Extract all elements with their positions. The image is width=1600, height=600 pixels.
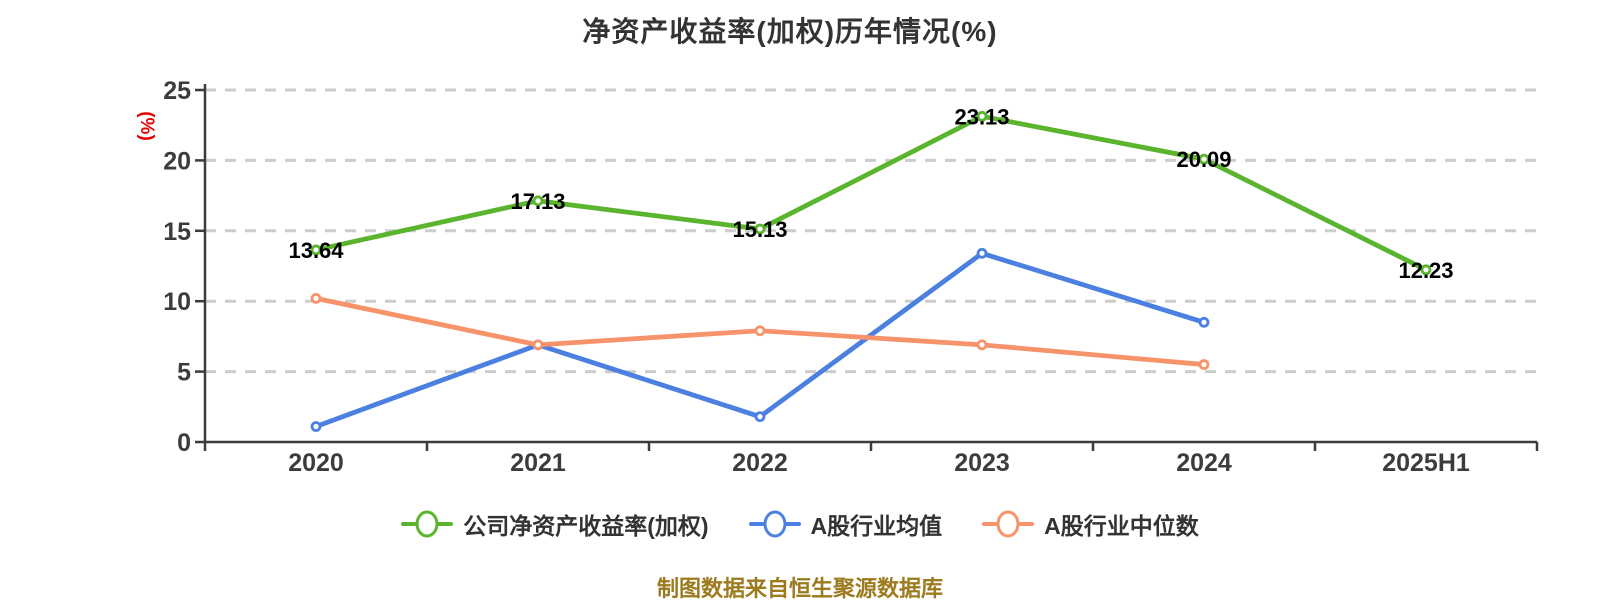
y-tick-label: 20 xyxy=(163,147,191,175)
data-point-a-share-industry-median[interactable] xyxy=(1198,359,1210,370)
legend-circle-icon xyxy=(415,510,439,538)
data-point-a-share-industry-median[interactable] xyxy=(976,339,988,351)
x-tick-label: 2024 xyxy=(1176,449,1232,477)
data-point-label-company-roe-weighted: 17.13 xyxy=(510,189,565,214)
data-point-company-roe-weighted[interactable] xyxy=(1420,264,1432,276)
y-tick-label: 25 xyxy=(163,77,191,105)
x-tick-label: 2021 xyxy=(510,449,566,477)
data-point-company-roe-weighted[interactable] xyxy=(310,244,322,256)
data-point-company-roe-weighted[interactable] xyxy=(976,110,988,122)
legend-item-company-roe-weighted[interactable]: 公司净资产收益率(加权) xyxy=(401,507,709,541)
data-point-a-share-industry-mean[interactable] xyxy=(1198,316,1210,328)
legend-circle-icon xyxy=(996,510,1020,538)
data-point-a-share-industry-median[interactable] xyxy=(532,339,544,351)
data-point-a-share-industry-mean[interactable] xyxy=(754,411,766,423)
series-line-a-share-industry-mean xyxy=(313,250,1207,429)
legend-label: 公司净资产收益率(加权) xyxy=(463,513,709,539)
data-point-company-roe-weighted[interactable] xyxy=(1198,153,1210,165)
x-tick-label: 2025H1 xyxy=(1382,449,1470,477)
chart-title: 净资产收益率(加权)历年情况(%) xyxy=(582,16,998,47)
data-point-a-share-industry-median[interactable] xyxy=(310,292,322,304)
data-point-company-roe-weighted[interactable] xyxy=(754,223,766,235)
x-tick-label: 2023 xyxy=(954,449,1010,477)
data-point-label-company-roe-weighted: 23.13 xyxy=(954,104,1009,129)
legend: 公司净资产收益率(加权) A股行业均值 A股行业中位数 xyxy=(0,505,1600,543)
data-point-label-company-roe-weighted: 12.23 xyxy=(1398,258,1453,283)
legend-label: A股行业中位数 xyxy=(1044,513,1199,539)
y-tick-label: 0 xyxy=(177,429,191,457)
data-point-company-roe-weighted[interactable] xyxy=(532,195,544,207)
legend-line-dot-icon xyxy=(748,510,801,538)
data-point-label-company-roe-weighted: 15.13 xyxy=(732,217,787,242)
data-point-a-share-industry-mean[interactable] xyxy=(976,247,988,259)
legend-label: A股行业均值 xyxy=(810,513,943,539)
y-tick-label: 10 xyxy=(163,288,191,316)
x-tick-label: 2022 xyxy=(732,449,788,477)
x-tick-label: 2020 xyxy=(288,449,344,477)
data-point-a-share-industry-median[interactable] xyxy=(754,325,766,337)
y-tick-label: 15 xyxy=(163,218,191,246)
legend-line-dot-icon xyxy=(401,510,454,538)
data-point-label-company-roe-weighted: 20.09 xyxy=(1176,147,1231,172)
data-point-label-company-roe-weighted: 13.64 xyxy=(288,238,344,263)
series-line-company-roe-weighted xyxy=(313,113,1429,273)
data-source-note: 制图数据来自恒生聚源数据库 xyxy=(656,576,943,600)
data-point-a-share-industry-mean[interactable] xyxy=(310,421,322,432)
legend-line-dot-icon xyxy=(982,510,1035,538)
y-tick-label: 5 xyxy=(177,359,191,387)
legend-item-a-share-industry-mean[interactable]: A股行业均值 xyxy=(748,507,943,541)
legend-item-a-share-industry-median[interactable]: A股行业中位数 xyxy=(982,507,1199,541)
legend-circle-icon xyxy=(763,510,787,538)
